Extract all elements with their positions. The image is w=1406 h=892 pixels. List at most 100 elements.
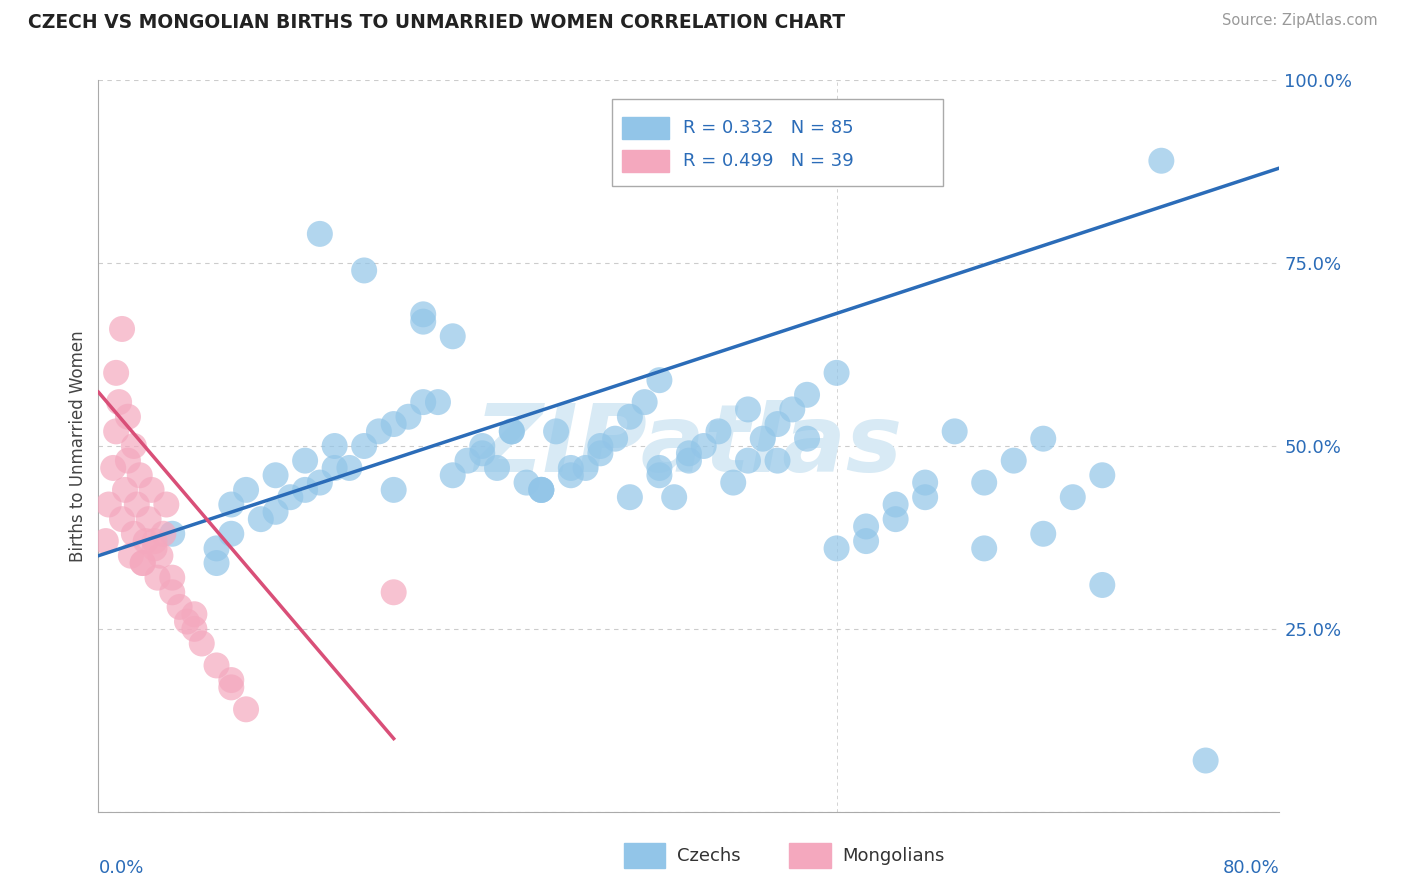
Point [191, 636, 214, 650]
Point [219, 681, 242, 695]
Point [382, 417, 405, 431]
Point [796, 388, 818, 402]
Point [382, 483, 405, 497]
Text: CZECH VS MONGOLIAN BIRTHS TO UNMARRIED WOMEN CORRELATION CHART: CZECH VS MONGOLIAN BIRTHS TO UNMARRIED W… [28, 13, 845, 32]
Point [149, 549, 172, 563]
Point [205, 658, 228, 673]
Point [1002, 453, 1025, 467]
Point [766, 453, 789, 467]
Point [633, 395, 655, 409]
Point [914, 475, 936, 490]
Point [560, 468, 582, 483]
Point [143, 541, 166, 556]
Point [1032, 526, 1054, 541]
Point [501, 425, 523, 439]
Point [721, 475, 744, 490]
Point [648, 373, 671, 387]
Point [146, 571, 169, 585]
Point [560, 461, 582, 475]
Point [737, 402, 759, 417]
Point [125, 498, 148, 512]
Text: Source: ZipAtlas.com: Source: ZipAtlas.com [1222, 13, 1378, 29]
Point [1091, 578, 1114, 592]
Point [152, 526, 174, 541]
Point [103, 461, 125, 475]
Point [396, 409, 419, 424]
Point [751, 432, 773, 446]
Point [766, 417, 789, 431]
Point [219, 673, 242, 687]
Point [619, 409, 641, 424]
Point [235, 702, 257, 716]
Bar [789, 843, 831, 869]
Point [135, 534, 157, 549]
Point [530, 483, 553, 497]
Point [294, 453, 316, 467]
Point [323, 461, 346, 475]
Point [737, 453, 759, 467]
Point [914, 490, 936, 504]
Point [235, 483, 257, 497]
Point [264, 468, 287, 483]
Text: R = 0.499   N = 39: R = 0.499 N = 39 [683, 152, 853, 169]
Point [382, 585, 405, 599]
Point [155, 498, 177, 512]
Point [111, 512, 134, 526]
Point [574, 461, 596, 475]
Text: R = 0.332   N = 85: R = 0.332 N = 85 [683, 119, 853, 136]
Bar [621, 150, 669, 171]
Point [412, 315, 434, 329]
Point [648, 468, 671, 483]
Text: Czechs: Czechs [678, 847, 741, 864]
Point [412, 307, 434, 321]
Point [678, 446, 700, 460]
Bar [624, 843, 665, 869]
Point [162, 585, 183, 599]
Point [825, 541, 848, 556]
Point [530, 483, 553, 497]
Point [368, 425, 391, 439]
Point [337, 461, 360, 475]
Point [427, 395, 450, 409]
Point [278, 490, 302, 504]
Point [943, 425, 966, 439]
Point [97, 498, 120, 512]
Point [183, 622, 205, 636]
Bar [621, 117, 669, 139]
Point [855, 519, 877, 533]
Point [141, 483, 163, 497]
Point [128, 468, 150, 483]
Text: Mongolians: Mongolians [842, 847, 945, 864]
Point [132, 556, 155, 570]
Point [105, 425, 128, 439]
Text: 0.0%: 0.0% [98, 859, 143, 877]
Point [693, 439, 716, 453]
Point [122, 439, 145, 453]
Point [648, 461, 671, 475]
Point [94, 534, 117, 549]
Point [456, 453, 478, 467]
Point [205, 541, 228, 556]
Point [117, 409, 139, 424]
Point [1150, 153, 1173, 168]
Point [205, 556, 228, 570]
Point [309, 475, 332, 490]
Point [250, 512, 273, 526]
Point [471, 439, 494, 453]
Point [1091, 468, 1114, 483]
Point [162, 526, 183, 541]
Point [707, 425, 730, 439]
Point [294, 483, 316, 497]
Point [515, 475, 537, 490]
Point [884, 512, 907, 526]
Point [589, 446, 612, 460]
Point [486, 461, 509, 475]
Point [884, 498, 907, 512]
Point [855, 534, 877, 549]
Point [471, 446, 494, 460]
Point [973, 541, 995, 556]
Point [664, 490, 686, 504]
Point [105, 366, 128, 380]
Point [176, 615, 198, 629]
Point [678, 453, 700, 467]
